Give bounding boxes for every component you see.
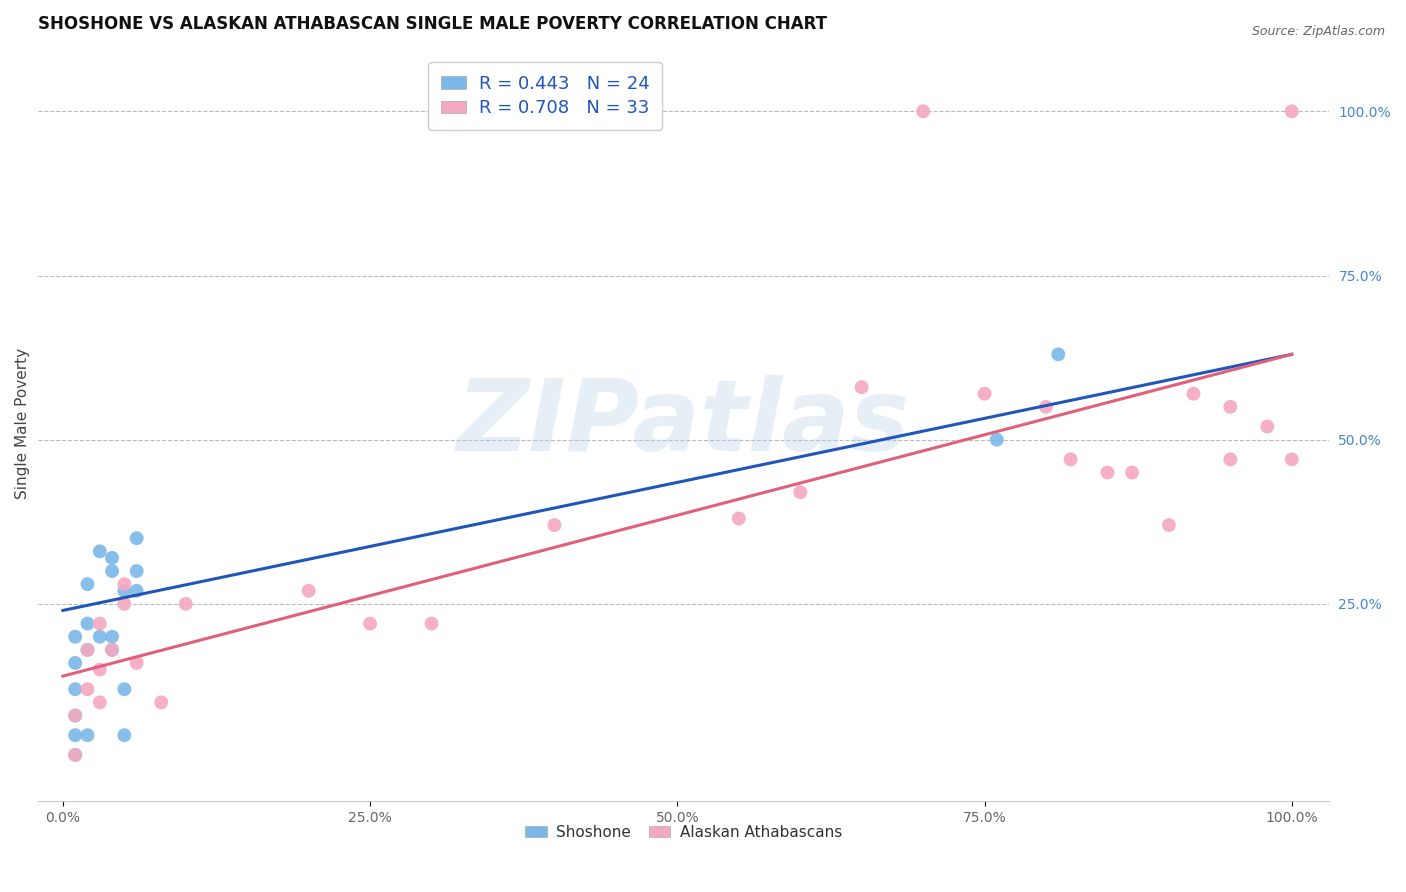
Point [1182,386,1205,401]
Text: ZIPatlas: ZIPatlas [457,375,910,472]
Point [912,104,935,119]
Point [851,380,873,394]
Point [89,616,111,631]
Point [63,682,86,697]
Point [112,597,135,611]
Point [1219,452,1241,467]
Point [101,564,124,578]
Point [1281,104,1303,119]
Point [1097,466,1119,480]
Point [1121,466,1143,480]
Point [76,643,98,657]
Point [1035,400,1057,414]
Point [101,643,124,657]
Point [1256,419,1278,434]
Text: SHOSHONE VS ALASKAN ATHABASCAN SINGLE MALE POVERTY CORRELATION CHART: SHOSHONE VS ALASKAN ATHABASCAN SINGLE MA… [38,15,827,33]
Point [63,656,86,670]
Point [1059,452,1081,467]
Point [174,597,197,611]
Point [76,682,98,697]
Text: Source: ZipAtlas.com: Source: ZipAtlas.com [1251,25,1385,38]
Point [727,511,749,525]
Point [76,643,98,657]
Point [101,630,124,644]
Point [543,518,565,533]
Point [112,728,135,742]
Legend: Shoshone, Alaskan Athabascans: Shoshone, Alaskan Athabascans [519,819,848,847]
Point [359,616,381,631]
Point [101,643,124,657]
Point [89,695,111,709]
Y-axis label: Single Male Poverty: Single Male Poverty [15,348,30,499]
Point [420,616,443,631]
Point [789,485,811,500]
Point [973,386,995,401]
Point [112,577,135,591]
Point [986,433,1008,447]
Point [112,682,135,697]
Point [125,531,148,545]
Point [1219,400,1241,414]
Point [89,544,111,558]
Point [125,583,148,598]
Point [63,747,86,762]
Point [1281,452,1303,467]
Point [298,583,321,598]
Point [125,564,148,578]
Point [125,656,148,670]
Point [63,708,86,723]
Point [63,630,86,644]
Point [76,577,98,591]
Point [63,728,86,742]
Point [89,663,111,677]
Point [76,728,98,742]
Point [1047,347,1070,361]
Point [1157,518,1180,533]
Point [63,708,86,723]
Point [89,630,111,644]
Point [112,583,135,598]
Point [150,695,173,709]
Point [76,616,98,631]
Point [101,550,124,565]
Point [63,747,86,762]
